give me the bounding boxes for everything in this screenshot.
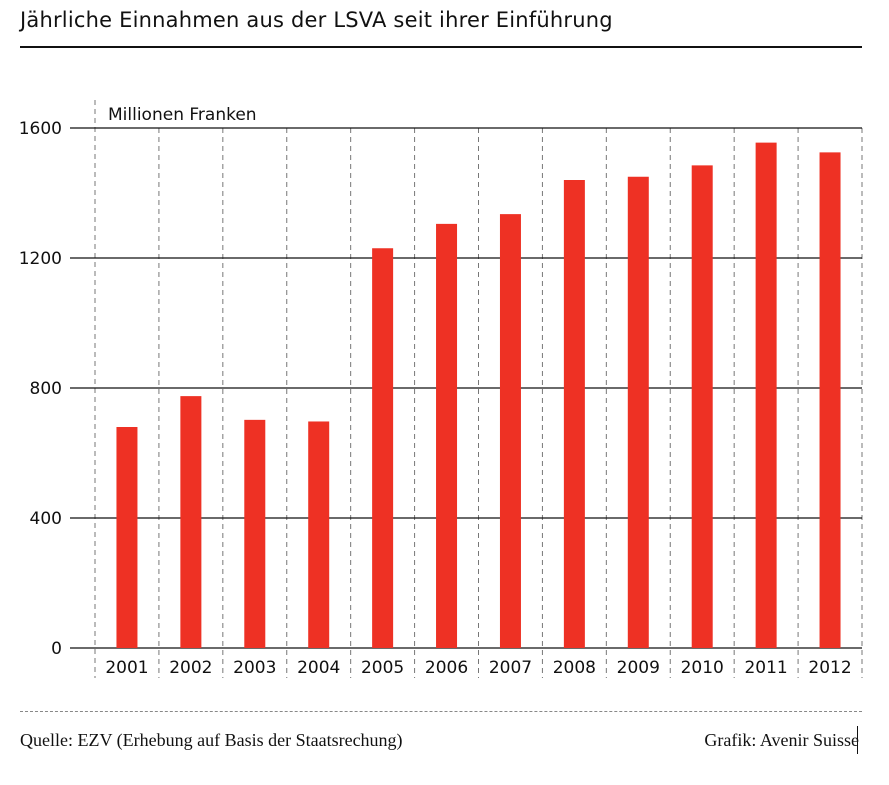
label-layer: 0 400 800 1200 1600 2001 2002 2003 2004 2005 2006 2… (19, 119, 852, 678)
bar-2012 (819, 152, 841, 648)
bar-layer (116, 142, 841, 648)
bar-2009 (627, 176, 649, 648)
credit-note: Grafik: Avenir Suisse (704, 730, 859, 750)
source-note: Quelle: EZV (Erhebung auf Basis der Staa… (20, 730, 403, 750)
y-axis-unit-label: Millionen Franken (108, 105, 257, 125)
bar-2007 (499, 214, 521, 648)
bar-2010 (691, 165, 713, 648)
bar-2004 (308, 421, 330, 648)
footer-divider (20, 711, 862, 712)
bar-2001 (116, 427, 138, 648)
title-divider (20, 46, 862, 48)
y-tick-label: 400 (30, 509, 62, 529)
chart-title: Jährliche Einnahmen aus der LSVA seit ih… (20, 8, 613, 32)
x-tick-label: 2008 (553, 658, 596, 678)
x-tick-label: 2004 (297, 658, 340, 678)
x-tick-label: 2011 (744, 658, 787, 678)
bar-2005 (372, 248, 394, 648)
y-tick-label: 800 (30, 379, 62, 399)
bar-2006 (436, 223, 458, 648)
x-tick-label: 2009 (617, 658, 660, 678)
x-tick-label: 2005 (361, 658, 404, 678)
x-tick-label: 2012 (808, 658, 851, 678)
bar-chart: 0 400 800 1200 1600 2001 2002 2003 2004 2005 2006 2… (19, 100, 863, 678)
y-axis-label-bg (105, 104, 275, 126)
x-tick-label: 2002 (169, 658, 212, 678)
x-tick-label: 2006 (425, 658, 468, 678)
x-tick-label: 2003 (233, 658, 276, 678)
bar-2003 (244, 419, 266, 648)
x-tick-label: 2001 (105, 658, 148, 678)
text-cursor (857, 726, 858, 754)
x-tick-label: 2007 (489, 658, 532, 678)
bar-2011 (755, 142, 777, 648)
x-tick-label: 2010 (681, 658, 724, 678)
bar-2008 (563, 180, 585, 648)
y-tick-label: 1600 (19, 119, 62, 139)
y-tick-label: 0 (51, 639, 62, 659)
bar-2002 (180, 396, 202, 648)
grid-layer (70, 100, 863, 678)
y-tick-label: 1200 (19, 249, 62, 269)
